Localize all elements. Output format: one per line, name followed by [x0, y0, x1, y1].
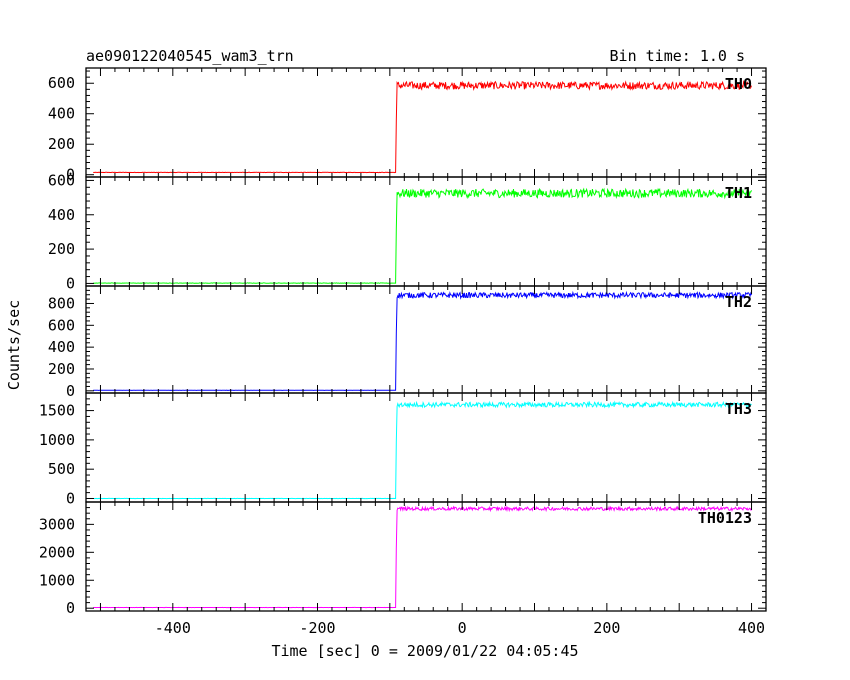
y-tick-label: 1000 — [39, 571, 75, 589]
x-tick-label: 200 — [593, 619, 620, 637]
x-axis-label: Time [sec] 0 = 2009/01/22 04:05:45 — [271, 642, 578, 660]
y-tick-label: 500 — [48, 460, 75, 478]
y-tick-label: 400 — [48, 206, 75, 224]
y-tick-label: 200 — [48, 135, 75, 153]
chart-title-right: Bin time: 1.0 s — [610, 47, 745, 65]
series-line-th2 — [93, 290, 752, 391]
series-line-th3 — [93, 400, 752, 500]
y-tick-label: 3000 — [39, 515, 75, 533]
panel-label-th2: TH2 — [725, 293, 752, 311]
y-tick-label: 0 — [66, 599, 75, 617]
series-line-th1 — [93, 187, 752, 284]
panel-frame-th3 — [85, 392, 767, 503]
y-tick-label: 400 — [48, 105, 75, 123]
y-tick-label: 0 — [66, 274, 75, 292]
x-tick-label: 0 — [458, 619, 467, 637]
panel-label-th3: TH3 — [725, 400, 752, 418]
x-tick-label: -200 — [299, 619, 335, 637]
y-tick-label: 200 — [48, 360, 75, 378]
y-tick-label: 2000 — [39, 543, 75, 561]
panel-label-th1: TH1 — [725, 184, 752, 202]
y-tick-label: 200 — [48, 240, 75, 258]
y-tick-label: 1500 — [39, 402, 75, 420]
x-tick-label: -400 — [155, 619, 191, 637]
y-tick-label: 0 — [66, 166, 75, 184]
y-tick-label: 600 — [48, 171, 75, 189]
panels-group: 0 200 400 600 TH0 0 200 400 600 TH1 0 200 400 600 800 T… — [39, 67, 767, 637]
chart-title-left: ae090122040545_wam3_trn — [86, 47, 294, 65]
y-tick-label: 600 — [48, 74, 75, 92]
y-tick-label: 0 — [66, 382, 75, 400]
panel-frame-th2 — [85, 285, 767, 394]
x-tick-label: 400 — [738, 619, 765, 637]
y-tick-label: 1000 — [39, 431, 75, 449]
y-tick-label: 400 — [48, 338, 75, 356]
panel-frame-th0123 — [85, 501, 767, 612]
y-tick-label: 600 — [48, 316, 75, 334]
y-tick-label: 0 — [66, 489, 75, 507]
series-line-th0123 — [93, 505, 752, 609]
series-line-th0 — [93, 79, 752, 174]
panel-label-th0123: TH0123 — [698, 509, 752, 527]
panel-label-th0: TH0 — [725, 75, 752, 93]
y-tick-label: 800 — [48, 294, 75, 312]
y-axis-label: Counts/sec — [5, 300, 23, 390]
